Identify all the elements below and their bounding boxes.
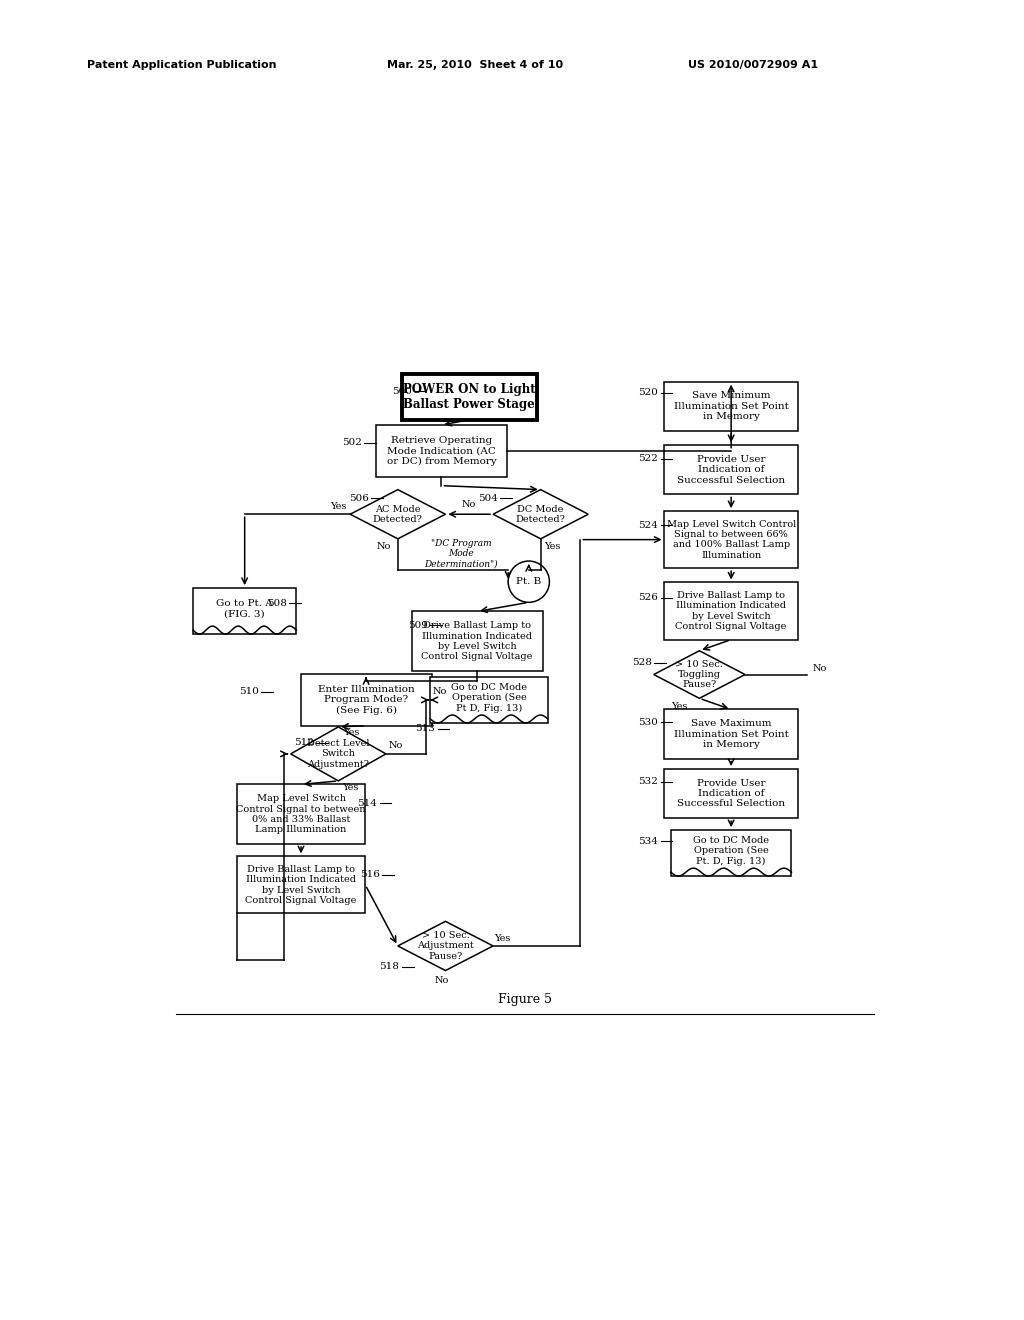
FancyBboxPatch shape [665, 582, 798, 640]
Text: 510: 510 [239, 688, 259, 697]
Text: Yes: Yes [545, 543, 561, 552]
Text: Provide User
Indication of
Successful Selection: Provide User Indication of Successful Se… [677, 779, 785, 808]
Text: Provide User
Indication of
Successful Selection: Provide User Indication of Successful Se… [677, 455, 785, 484]
Text: "DC Program
Mode
Determination"): "DC Program Mode Determination") [425, 539, 498, 569]
Text: US 2010/0072909 A1: US 2010/0072909 A1 [688, 59, 818, 70]
Polygon shape [494, 490, 588, 539]
Text: Detect Level
Switch
Adjustment?: Detect Level Switch Adjustment? [307, 739, 370, 768]
Text: 504: 504 [478, 494, 498, 503]
Text: Drive Ballast Lamp to
Illumination Indicated
by Level Switch
Control Signal Volt: Drive Ballast Lamp to Illumination Indic… [422, 622, 532, 661]
Text: Yes: Yes [672, 702, 688, 710]
FancyBboxPatch shape [237, 857, 366, 913]
Polygon shape [397, 921, 494, 970]
FancyBboxPatch shape [665, 709, 798, 759]
Text: 518: 518 [380, 962, 399, 972]
Text: Save Maximum
Illumination Set Point
in Memory: Save Maximum Illumination Set Point in M… [674, 719, 788, 748]
Text: DC Mode
Detected?: DC Mode Detected? [516, 504, 565, 524]
Text: 502: 502 [342, 438, 362, 447]
Text: Pt. B: Pt. B [516, 577, 542, 586]
Text: 522: 522 [638, 454, 658, 463]
Text: 516: 516 [359, 870, 380, 879]
Text: 508: 508 [267, 598, 287, 607]
FancyBboxPatch shape [671, 830, 792, 876]
Circle shape [508, 561, 550, 602]
Text: 520: 520 [638, 388, 658, 397]
Text: 524: 524 [638, 521, 658, 529]
Text: Yes: Yes [342, 783, 358, 792]
Text: No: No [462, 500, 476, 510]
Polygon shape [350, 490, 445, 539]
Polygon shape [653, 651, 745, 698]
Text: Drive Ballast Lamp to
Illumination Indicated
by Level Switch
Control Signal Volt: Drive Ballast Lamp to Illumination Indic… [676, 591, 786, 631]
Text: Retrieve Operating
Mode Indication (AC
or DC) from Memory: Retrieve Operating Mode Indication (AC o… [387, 436, 497, 466]
Text: > 10 Sec.
Adjustment
Pause?: > 10 Sec. Adjustment Pause? [417, 931, 474, 961]
Text: Yes: Yes [495, 933, 511, 942]
Text: 528: 528 [632, 659, 652, 667]
FancyBboxPatch shape [665, 381, 798, 430]
Text: 506: 506 [348, 494, 369, 503]
Text: Mar. 25, 2010  Sheet 4 of 10: Mar. 25, 2010 Sheet 4 of 10 [387, 59, 563, 70]
FancyBboxPatch shape [430, 677, 548, 723]
Text: 526: 526 [638, 593, 658, 602]
FancyBboxPatch shape [665, 511, 798, 568]
Text: 509: 509 [409, 620, 428, 630]
Text: 500: 500 [392, 387, 412, 396]
FancyBboxPatch shape [301, 675, 431, 726]
Text: Go to Pt. A
(FIG. 3): Go to Pt. A (FIG. 3) [216, 599, 273, 618]
Text: No: No [377, 543, 391, 552]
Text: No: No [434, 975, 449, 985]
Text: Yes: Yes [330, 502, 346, 511]
FancyBboxPatch shape [376, 425, 507, 477]
FancyBboxPatch shape [237, 784, 366, 843]
Text: 530: 530 [638, 718, 658, 726]
Text: No: No [812, 664, 826, 673]
Text: > 10 Sec.
Toggling
Pause?: > 10 Sec. Toggling Pause? [676, 660, 723, 689]
Text: Map Level Switch
Control Signal to between
0% and 33% Ballast
Lamp Illumination: Map Level Switch Control Signal to betwe… [237, 795, 366, 834]
Text: Yes: Yes [344, 727, 360, 737]
Text: 512: 512 [294, 738, 313, 747]
FancyBboxPatch shape [412, 611, 543, 671]
FancyBboxPatch shape [194, 587, 296, 634]
FancyBboxPatch shape [401, 374, 537, 420]
FancyBboxPatch shape [665, 770, 798, 818]
Text: No: No [432, 688, 446, 697]
Text: POWER ON to Light
Ballast Power Stage: POWER ON to Light Ballast Power Stage [402, 383, 536, 411]
Text: Figure 5: Figure 5 [498, 994, 552, 1006]
Text: Enter Illumination
Program Mode?
(See Fig. 6): Enter Illumination Program Mode? (See Fi… [317, 685, 415, 715]
Text: Go to DC Mode
Operation (See
Pt. D, Fig. 13): Go to DC Mode Operation (See Pt. D, Fig.… [693, 836, 769, 866]
Text: No: No [388, 742, 402, 751]
Text: 532: 532 [638, 777, 658, 787]
Text: 534: 534 [638, 837, 658, 846]
FancyBboxPatch shape [665, 445, 798, 495]
Text: Map Level Switch Control
Signal to between 66%
and 100% Ballast Lamp
Illuminatio: Map Level Switch Control Signal to betwe… [667, 520, 796, 560]
Text: Drive Ballast Lamp to
Illumination Indicated
by Level Switch
Control Signal Volt: Drive Ballast Lamp to Illumination Indic… [246, 865, 356, 906]
Text: Go to DC Mode
Operation (See
Pt D, Fig. 13): Go to DC Mode Operation (See Pt D, Fig. … [452, 682, 527, 713]
Text: AC Mode
Detected?: AC Mode Detected? [373, 504, 423, 524]
Text: 514: 514 [357, 799, 377, 808]
Text: Save Minimum
Illumination Set Point
in Memory: Save Minimum Illumination Set Point in M… [674, 392, 788, 421]
Text: Patent Application Publication: Patent Application Publication [87, 59, 276, 70]
Polygon shape [291, 727, 386, 781]
Text: 513: 513 [416, 723, 435, 733]
